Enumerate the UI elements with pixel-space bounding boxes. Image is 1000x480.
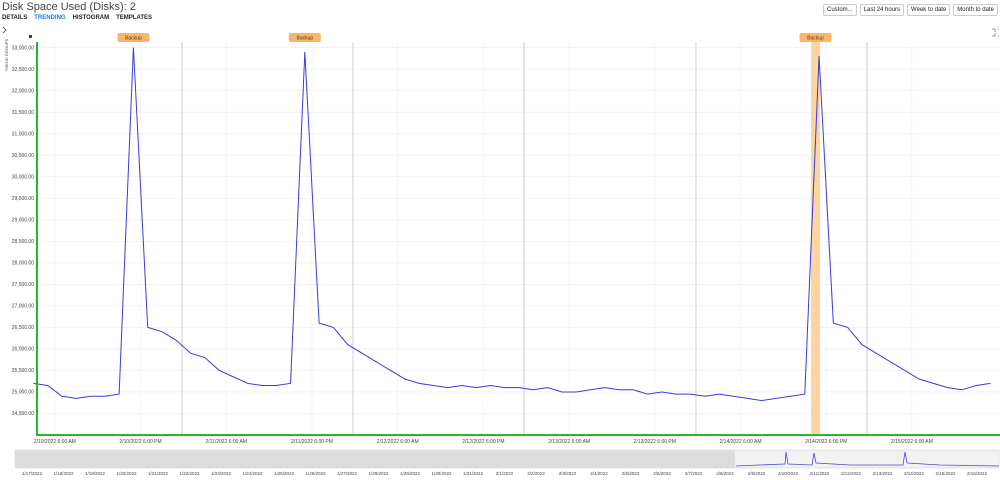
x-tick-label: 2/12/2022 6:00 AM xyxy=(377,439,419,445)
navigator-date: 2/13/2022 xyxy=(872,471,893,476)
navigator-date: 2/1/2022 xyxy=(496,471,514,476)
x-tick-label: 2/11/2022 6:00 AM xyxy=(205,439,247,445)
annotation-label: Backup xyxy=(125,36,142,42)
range-button[interactable]: Last 24 hours xyxy=(859,4,905,16)
navigator-date: 1/22/2022 xyxy=(179,471,200,476)
annotation-badge[interactable] xyxy=(117,33,150,42)
navigator-date: 1/25/2022 xyxy=(274,471,295,476)
navigator-date: 1/19/2022 xyxy=(85,471,106,476)
x-tick-label: 2/10/2022 6:00 AM xyxy=(34,439,76,445)
navigator-date: 1/20/2022 xyxy=(116,471,137,476)
y-tick-label: 26,500.00 xyxy=(12,325,34,331)
annotation-label: Backup xyxy=(296,36,313,42)
navigator-date: 2/12/2022 xyxy=(841,471,862,476)
day-lines xyxy=(181,42,868,435)
navigator-date: 2/11/2022 xyxy=(810,471,830,476)
range-buttons: Custom... Last 24 hours Week to date Month … xyxy=(823,4,998,16)
navigator-date: 1/29/2022 xyxy=(400,471,421,476)
navigator-date: 2/6/2022 xyxy=(653,471,671,476)
y-tick-label: 29,000.00 xyxy=(12,217,34,223)
navigator-date: 1/30/2022 xyxy=(431,471,452,476)
navigator-date: 1/26/2022 xyxy=(305,471,326,476)
x-tick-label: 2/10/2022 6:00 PM xyxy=(119,439,161,445)
navigator-date: 1/28/2022 xyxy=(368,471,389,476)
backup-band xyxy=(810,42,820,435)
navigator-date: 1/21/2022 xyxy=(148,471,169,476)
page-title: Disk Space Used (Disks): 2 xyxy=(2,1,136,13)
tab[interactable]: TRENDING xyxy=(34,15,66,21)
navigator-date: 2/7/2022 xyxy=(685,471,703,476)
y-tick-label: 31,500.00 xyxy=(12,110,34,116)
navigator-date: 2/5/2022 xyxy=(622,471,640,476)
x-tick-label: 2/12/2022 6:00 PM xyxy=(462,439,504,445)
y-tick-label: 32,500.00 xyxy=(12,67,34,73)
y-tick-label: 27,000.00 xyxy=(12,304,34,310)
range-button[interactable]: Custom... xyxy=(823,4,857,16)
navigator-date: 1/31/2022 xyxy=(463,471,484,476)
navigator-line xyxy=(735,451,1000,467)
expand-chevron[interactable] xyxy=(2,26,7,34)
navigator-date: 1/17/2022 xyxy=(22,471,43,476)
y-tick-label: 30,000.00 xyxy=(12,174,34,180)
navigator-date: 2/16/2022 xyxy=(967,471,988,476)
y-tick-label: 24,500.00 xyxy=(12,411,34,417)
y-tick-label: 30,500.00 xyxy=(12,153,34,159)
range-button[interactable]: Week to date xyxy=(907,4,951,16)
navigator-date: 2/4/2022 xyxy=(590,471,608,476)
x-tick-label: 2/14/2022 6:00 AM xyxy=(720,439,762,445)
navigator-date: 2/9/2022 xyxy=(748,471,766,476)
navigator-date: 2/3/2022 xyxy=(559,471,577,476)
annotation-badge[interactable] xyxy=(288,33,321,42)
x-tick-label: 2/11/2022 6:00 PM xyxy=(291,439,333,445)
navigator-date: 2/2/2022 xyxy=(527,471,545,476)
navigator-date: 2/10/2022 xyxy=(778,471,799,476)
navigator-date: 2/14/2022 xyxy=(904,471,925,476)
x-tick-label: 2/15/2022 6:00 AM xyxy=(891,439,933,445)
side-label: TREND GROUPS xyxy=(4,39,9,72)
y-tick-label: 25,000.00 xyxy=(12,390,34,396)
tab-bar: DETAILS TRENDING HISTOGRAM TEMPLATES xyxy=(2,15,152,21)
y-tick-label: 32,000.00 xyxy=(12,88,34,94)
y-tick-label: 31,000.00 xyxy=(12,131,34,137)
navigator-date: 2/8/2022 xyxy=(716,471,734,476)
navigator-date: 2/15/2022 xyxy=(935,471,956,476)
x-tick-label: 2/13/2022 6:00 AM xyxy=(548,439,590,445)
y-tick-label: 27,500.00 xyxy=(12,282,34,288)
y-tick-label: 28,000.00 xyxy=(12,261,34,267)
y-tick-label: 33,000.00 xyxy=(12,45,34,51)
tab[interactable]: DETAILS xyxy=(2,15,28,21)
data-line xyxy=(33,47,991,402)
y-tick-label: 25,500.00 xyxy=(12,368,34,374)
navigator-date: 1/23/2022 xyxy=(211,471,232,476)
y-tick-label: 28,500.00 xyxy=(12,239,34,245)
series-marker xyxy=(29,35,32,38)
y-tick-label: 29,500.00 xyxy=(12,196,34,202)
range-button[interactable]: Month to date xyxy=(953,4,998,16)
annotation-badge[interactable] xyxy=(799,33,832,42)
y-tick-label: 26,000.00 xyxy=(12,347,34,353)
fullscreen-icon[interactable] xyxy=(992,28,999,37)
navigator-date: 1/24/2022 xyxy=(242,471,263,476)
navigator-mask xyxy=(15,450,735,468)
tab[interactable]: HISTOGRAM xyxy=(72,15,110,21)
x-tick-label: 2/14/2022 6:00 PM xyxy=(805,439,847,445)
navigator-date: 1/27/2022 xyxy=(337,471,358,476)
annotation-label: Backup xyxy=(807,36,824,42)
navigator-date: 1/18/2022 xyxy=(53,471,74,476)
tab[interactable]: TEMPLATES xyxy=(116,15,153,21)
x-tick-label: 2/13/2022 6:00 PM xyxy=(634,439,676,445)
